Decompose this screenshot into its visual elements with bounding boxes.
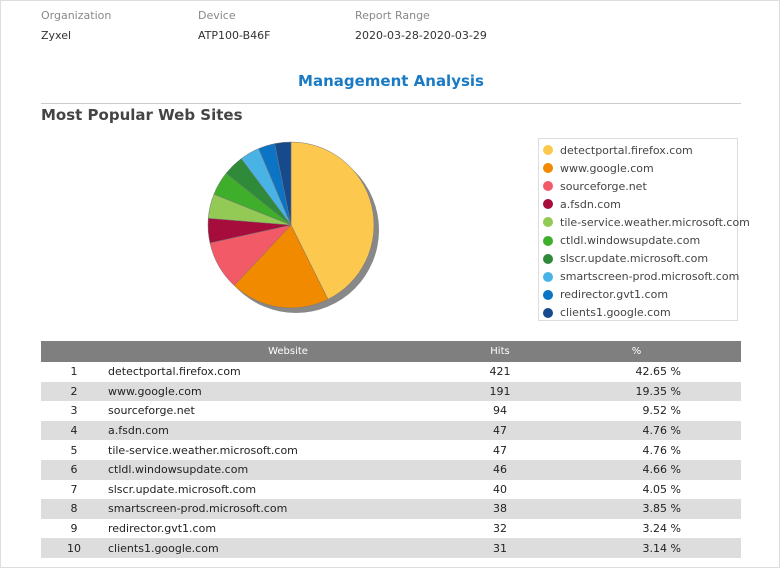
legend-label: redirector.gvt1.com	[560, 288, 669, 302]
table-row: 5 tile-service.weather.microsoft.com 47 4.7…	[41, 440, 741, 460]
page-title: Management Analysis	[298, 72, 484, 90]
legend-item: tile-service.weather.microsoft.com	[543, 213, 750, 231]
row-percent: 3.24 %	[642, 522, 681, 536]
legend-item: detectportal.firefox.com	[543, 141, 737, 159]
row-hits: 47	[493, 443, 507, 457]
table-row: 9 redirector.gvt1.com 32 3.24 %	[41, 519, 741, 539]
row-percent: 4.66 %	[531, 459, 741, 480]
row-index: 10	[41, 538, 107, 558]
table-row: 1 detectportal.firefox.com 421 42.65 %	[41, 362, 741, 382]
legend-swatch-icon	[543, 163, 553, 174]
legend-swatch-icon	[543, 235, 553, 246]
legend-item: slscr.update.microsoft.com	[543, 250, 737, 268]
table-row: 3 sourceforge.net 94 9.52 %	[41, 401, 741, 421]
row-index: 2	[41, 381, 107, 402]
row-index: 1	[70, 365, 78, 379]
row-index: 3	[70, 404, 78, 418]
divider	[41, 103, 741, 104]
row-hits: 32	[493, 522, 507, 536]
legend-swatch-icon	[543, 217, 553, 228]
col-website: Website	[107, 341, 469, 362]
legend-label: a.fsdn.com	[560, 197, 621, 211]
row-percent: 4.05 %	[642, 482, 681, 496]
legend-item: sourceforge.net	[543, 177, 737, 195]
row-percent: 9.52 %	[642, 404, 681, 418]
row-website: smartscreen-prod.microsoft.com	[107, 499, 469, 519]
row-percent: 42.65 %	[635, 365, 681, 379]
row-index: 8	[41, 499, 107, 519]
table-row: 2 www.google.com 191 19.35 %	[41, 381, 741, 402]
report-range-label: Report Range	[355, 9, 430, 22]
row-hits: 38	[469, 499, 531, 519]
table-row: 7 slscr.update.microsoft.com 40 4.05 %	[41, 480, 741, 500]
legend-label: ctldl.windowsupdate.com	[560, 234, 701, 248]
legend-label: detectportal.firefox.com	[560, 143, 693, 157]
col-percent: %	[531, 341, 741, 362]
row-website: tile-service.weather.microsoft.com	[108, 443, 298, 457]
legend-label: www.google.com	[560, 161, 654, 175]
legend-item: smartscreen-prod.microsoft.com	[543, 268, 740, 286]
legend-item: a.fsdn.com	[543, 195, 737, 213]
section-title: Most Popular Web Sites	[41, 106, 243, 124]
row-index: 5	[70, 443, 78, 457]
row-hits: 47	[469, 420, 531, 441]
row-hits: 40	[493, 482, 507, 496]
col-hits: Hits	[469, 341, 531, 362]
chart-legend: detectportal.firefox.com www.google.com so…	[538, 138, 750, 322]
legend-label: smartscreen-prod.microsoft.com	[560, 270, 740, 284]
row-website: clients1.google.com	[107, 538, 469, 558]
table-row: 6 ctldl.windowsupdate.com 46 4.66 %	[41, 459, 741, 480]
row-hits: 421	[489, 365, 511, 379]
legend-swatch-icon	[543, 253, 553, 264]
device-value: ATP100-B46F	[198, 29, 271, 42]
row-percent: 4.76 %	[531, 420, 741, 441]
row-index: 4	[41, 420, 107, 441]
row-index: 7	[70, 482, 78, 496]
legend-label: sourceforge.net	[560, 179, 647, 193]
pie-chart	[207, 141, 379, 313]
row-percent: 4.76 %	[642, 443, 681, 457]
pie-slice-1	[290, 141, 375, 300]
legend-label: tile-service.weather.microsoft.com	[560, 215, 750, 229]
row-index: 6	[41, 459, 107, 480]
legend-item: ctldl.windowsupdate.com	[543, 231, 737, 249]
legend-swatch-icon	[543, 289, 553, 300]
web-sites-table: Website Hits % 1 detectportal.firefox.com…	[41, 341, 741, 558]
row-website: sourceforge.net	[108, 404, 195, 418]
organization-value: Zyxel	[41, 29, 72, 42]
device-label: Device	[198, 9, 236, 22]
legend-swatch-icon	[543, 145, 553, 156]
row-website: www.google.com	[107, 381, 469, 402]
organization-label: Organization	[41, 9, 112, 22]
col-index	[41, 341, 107, 362]
row-percent: 19.35 %	[531, 381, 741, 402]
row-hits: 191	[469, 381, 531, 402]
legend-label: clients1.google.com	[560, 306, 671, 320]
row-website: redirector.gvt1.com	[108, 522, 217, 536]
pie-slice-10	[274, 141, 292, 226]
row-website: slscr.update.microsoft.com	[108, 482, 257, 496]
legend-item: redirector.gvt1.com	[543, 286, 737, 304]
row-website: ctldl.windowsupdate.com	[107, 459, 469, 480]
table-row: 10 clients1.google.com 31 3.14 %	[41, 538, 741, 558]
row-index: 9	[70, 522, 78, 536]
legend-item: clients1.google.com	[543, 304, 737, 322]
legend-swatch-icon	[543, 307, 553, 318]
row-website: detectportal.firefox.com	[108, 365, 241, 379]
legend-label: slscr.update.microsoft.com	[560, 252, 709, 266]
report-range-value: 2020-03-28-2020-03-29	[355, 29, 487, 42]
row-website: a.fsdn.com	[107, 420, 469, 441]
legend-swatch-icon	[543, 199, 553, 210]
table-row: 8 smartscreen-prod.microsoft.com 38 3.85 %	[41, 499, 741, 519]
legend-swatch-icon	[543, 271, 553, 282]
legend-swatch-icon	[543, 181, 553, 192]
pie-slice-2	[233, 224, 329, 309]
row-percent: 3.14 %	[531, 538, 741, 558]
legend-item: www.google.com	[543, 159, 737, 177]
row-hits: 94	[493, 404, 507, 418]
row-percent: 3.85 %	[531, 499, 741, 519]
table-row: 4 a.fsdn.com 47 4.76 %	[41, 420, 741, 441]
row-hits: 46	[469, 459, 531, 480]
row-hits: 31	[469, 538, 531, 558]
